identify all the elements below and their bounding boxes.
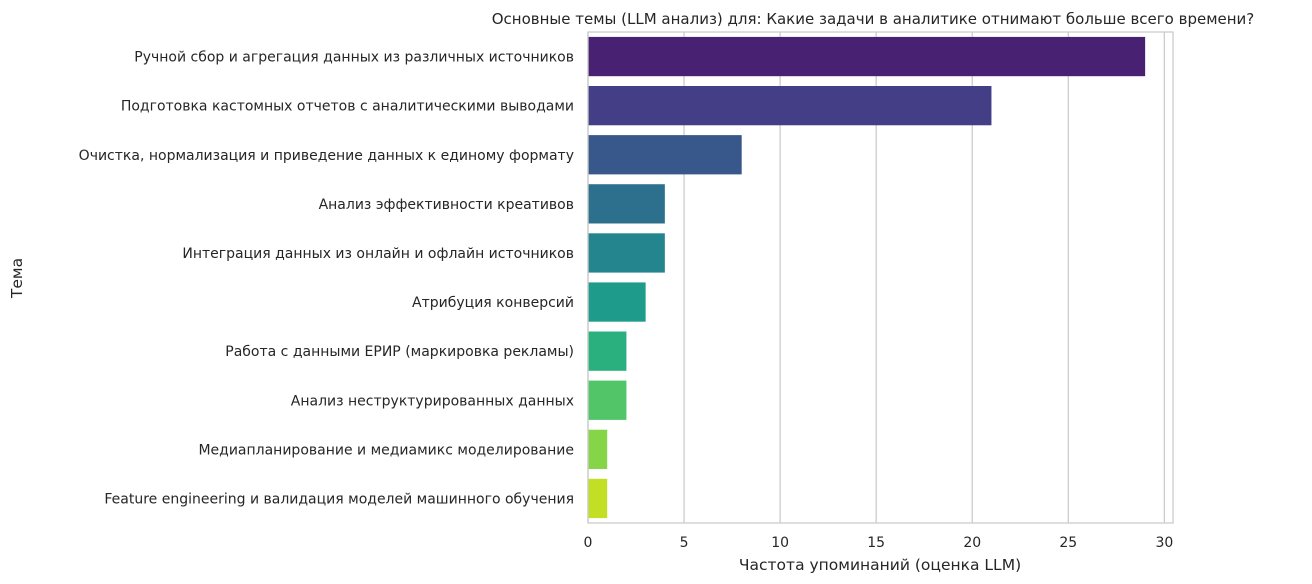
bar (588, 184, 665, 224)
y-tick-label: Интеграция данных из онлайн и офлайн ист… (182, 246, 574, 262)
x-tick-labels: 0 5 10 15 20 25 30 (584, 535, 1174, 551)
bar (588, 380, 627, 420)
plot-border (587, 31, 1174, 524)
y-tick-label: Работа с данными ЕРИР (маркировка реклам… (225, 344, 574, 360)
bar (588, 478, 608, 519)
bars (588, 36, 1146, 519)
y-tick-label: Feature engineering и валидация моделей … (104, 491, 574, 507)
chart-title: Основные темы (LLM анализ) для: Какие за… (492, 10, 1255, 28)
y-tick-label: Подготовка кастомных отчетов с аналитиче… (121, 99, 574, 115)
x-tick-label: 20 (963, 535, 981, 551)
x-axis-label: Частота упоминаний (оценка LLM) (739, 556, 1021, 574)
y-tick-label: Ручной сбор и агрегация данных из различ… (134, 50, 574, 66)
bar (588, 282, 646, 322)
x-tick-label: 15 (867, 535, 885, 551)
y-axis-label: Тема (8, 258, 26, 299)
x-tick-label: 5 (680, 535, 689, 551)
plot-frame (587, 31, 1174, 524)
bar (588, 86, 992, 126)
y-tick-label: Медиапланирование и медиамикс моделирова… (198, 442, 574, 458)
x-tick-label: 0 (584, 535, 593, 551)
y-tick-label: Анализ неструктурированных данных (291, 393, 574, 409)
y-tick-label: Анализ эффективности креативов (319, 197, 574, 213)
bar (588, 135, 742, 175)
bar (588, 429, 608, 469)
x-tick-label: 25 (1059, 535, 1077, 551)
bar (588, 36, 1146, 77)
x-tick-label: 10 (771, 535, 789, 551)
y-tick-label: Атрибуция конверсий (412, 295, 574, 311)
y-tick-label: Очистка, нормализация и приведение данны… (79, 148, 574, 164)
bar (588, 233, 665, 273)
y-tick-labels: Ручной сбор и агрегация данных из различ… (79, 50, 574, 508)
x-tick-label: 30 (1155, 535, 1173, 551)
bar (588, 331, 627, 371)
